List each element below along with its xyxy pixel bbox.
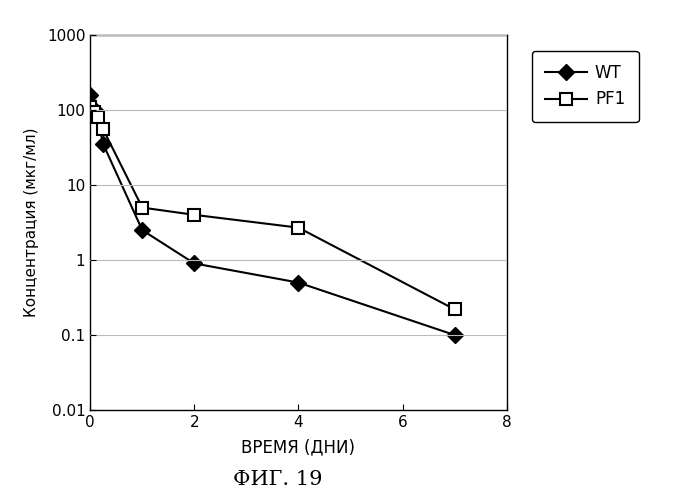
WT bbox=[294, 280, 303, 285]
WT bbox=[190, 260, 198, 266]
Line: PF1: PF1 bbox=[85, 102, 460, 315]
WT bbox=[450, 332, 459, 338]
PF1 bbox=[450, 306, 459, 312]
X-axis label: ВРЕМЯ (ДНИ): ВРЕМЯ (ДНИ) bbox=[242, 438, 355, 456]
PF1 bbox=[94, 114, 102, 120]
Legend: WT, PF1: WT, PF1 bbox=[532, 51, 638, 122]
Text: ФИГ. 19: ФИГ. 19 bbox=[233, 470, 322, 489]
PF1 bbox=[90, 108, 99, 114]
Line: WT: WT bbox=[85, 89, 460, 341]
PF1 bbox=[86, 104, 94, 110]
PF1 bbox=[190, 212, 198, 218]
WT bbox=[138, 227, 146, 233]
WT bbox=[91, 107, 100, 113]
WT bbox=[86, 92, 94, 98]
PF1 bbox=[99, 126, 108, 132]
WT bbox=[99, 141, 108, 147]
PF1 bbox=[138, 204, 146, 210]
Y-axis label: Концентрация (мкг/мл): Концентрация (мкг/мл) bbox=[24, 128, 39, 318]
PF1 bbox=[294, 224, 303, 230]
